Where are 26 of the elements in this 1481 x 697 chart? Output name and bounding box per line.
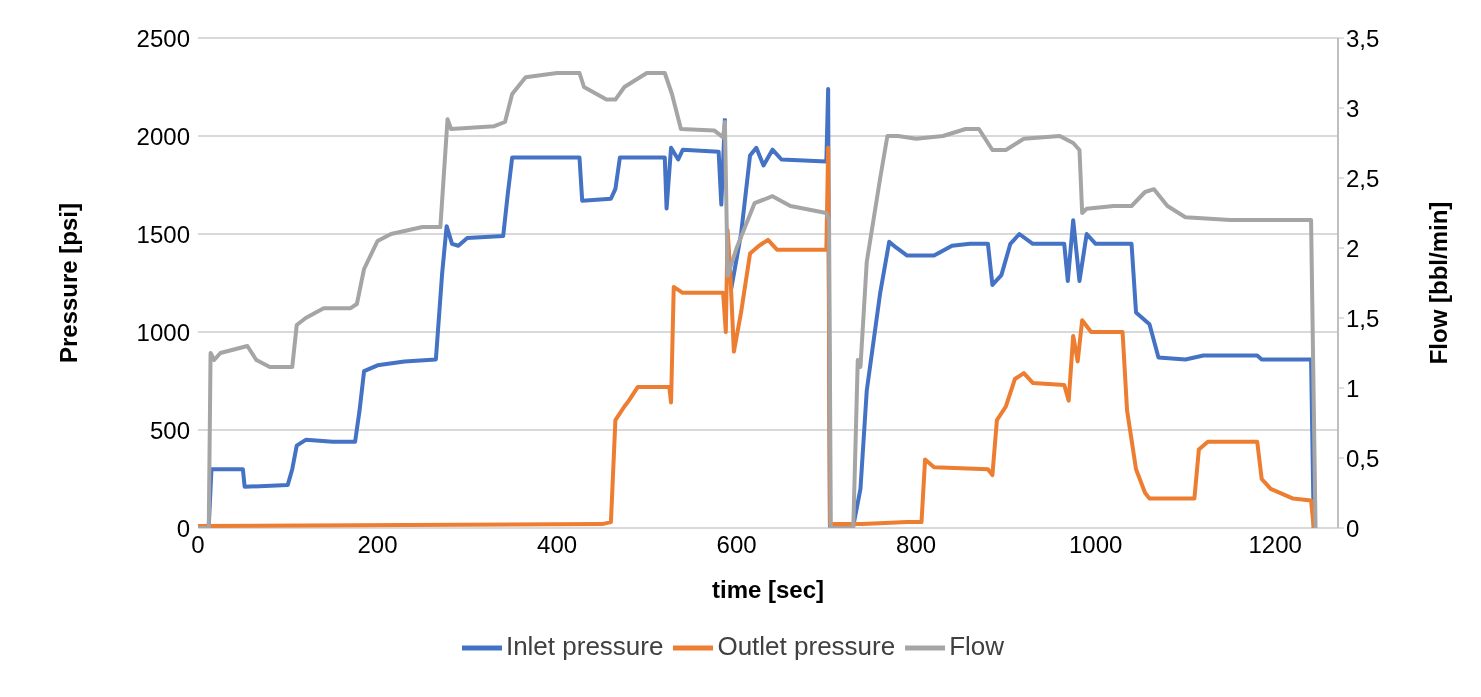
y-tick-label: 2500 bbox=[136, 24, 190, 52]
y-tick-label: 500 bbox=[149, 416, 190, 444]
x-axis-title: time [sec] bbox=[711, 576, 825, 603]
y2-tick-label: 1,5 bbox=[1346, 304, 1380, 332]
legend-label: Flow bbox=[949, 630, 1005, 661]
legend-label: Outlet pressure bbox=[717, 630, 896, 661]
x-tick-label: 200 bbox=[357, 531, 398, 559]
y-tick-label: 1000 bbox=[136, 318, 190, 346]
y-tick-label: 2000 bbox=[136, 122, 190, 150]
y-tick-label: 1500 bbox=[136, 220, 190, 248]
legend-label: Inlet pressure bbox=[505, 630, 664, 661]
y2-tick-label: 3,5 bbox=[1346, 24, 1380, 52]
y2-tick-label: 3 bbox=[1346, 94, 1360, 122]
y2-tick-label: 1 bbox=[1346, 374, 1360, 402]
x-tick-label: 400 bbox=[537, 531, 578, 559]
x-tick-label: 1200 bbox=[1248, 531, 1302, 559]
y2-tick-label: 2,5 bbox=[1346, 164, 1380, 192]
y2-axis-title: Flow [bbl/min] bbox=[1424, 201, 1452, 365]
y-axis-title: Pressure [psi] bbox=[54, 202, 82, 364]
y2-tick-label: 0 bbox=[1346, 514, 1360, 542]
x-tick-label: 800 bbox=[896, 531, 937, 559]
y-tick-label: 0 bbox=[176, 514, 190, 542]
x-tick-label: 600 bbox=[716, 531, 757, 559]
y2-tick-label: 0,5 bbox=[1346, 444, 1380, 472]
x-tick-label: 1000 bbox=[1068, 531, 1123, 559]
y2-tick-label: 2 bbox=[1346, 234, 1360, 262]
